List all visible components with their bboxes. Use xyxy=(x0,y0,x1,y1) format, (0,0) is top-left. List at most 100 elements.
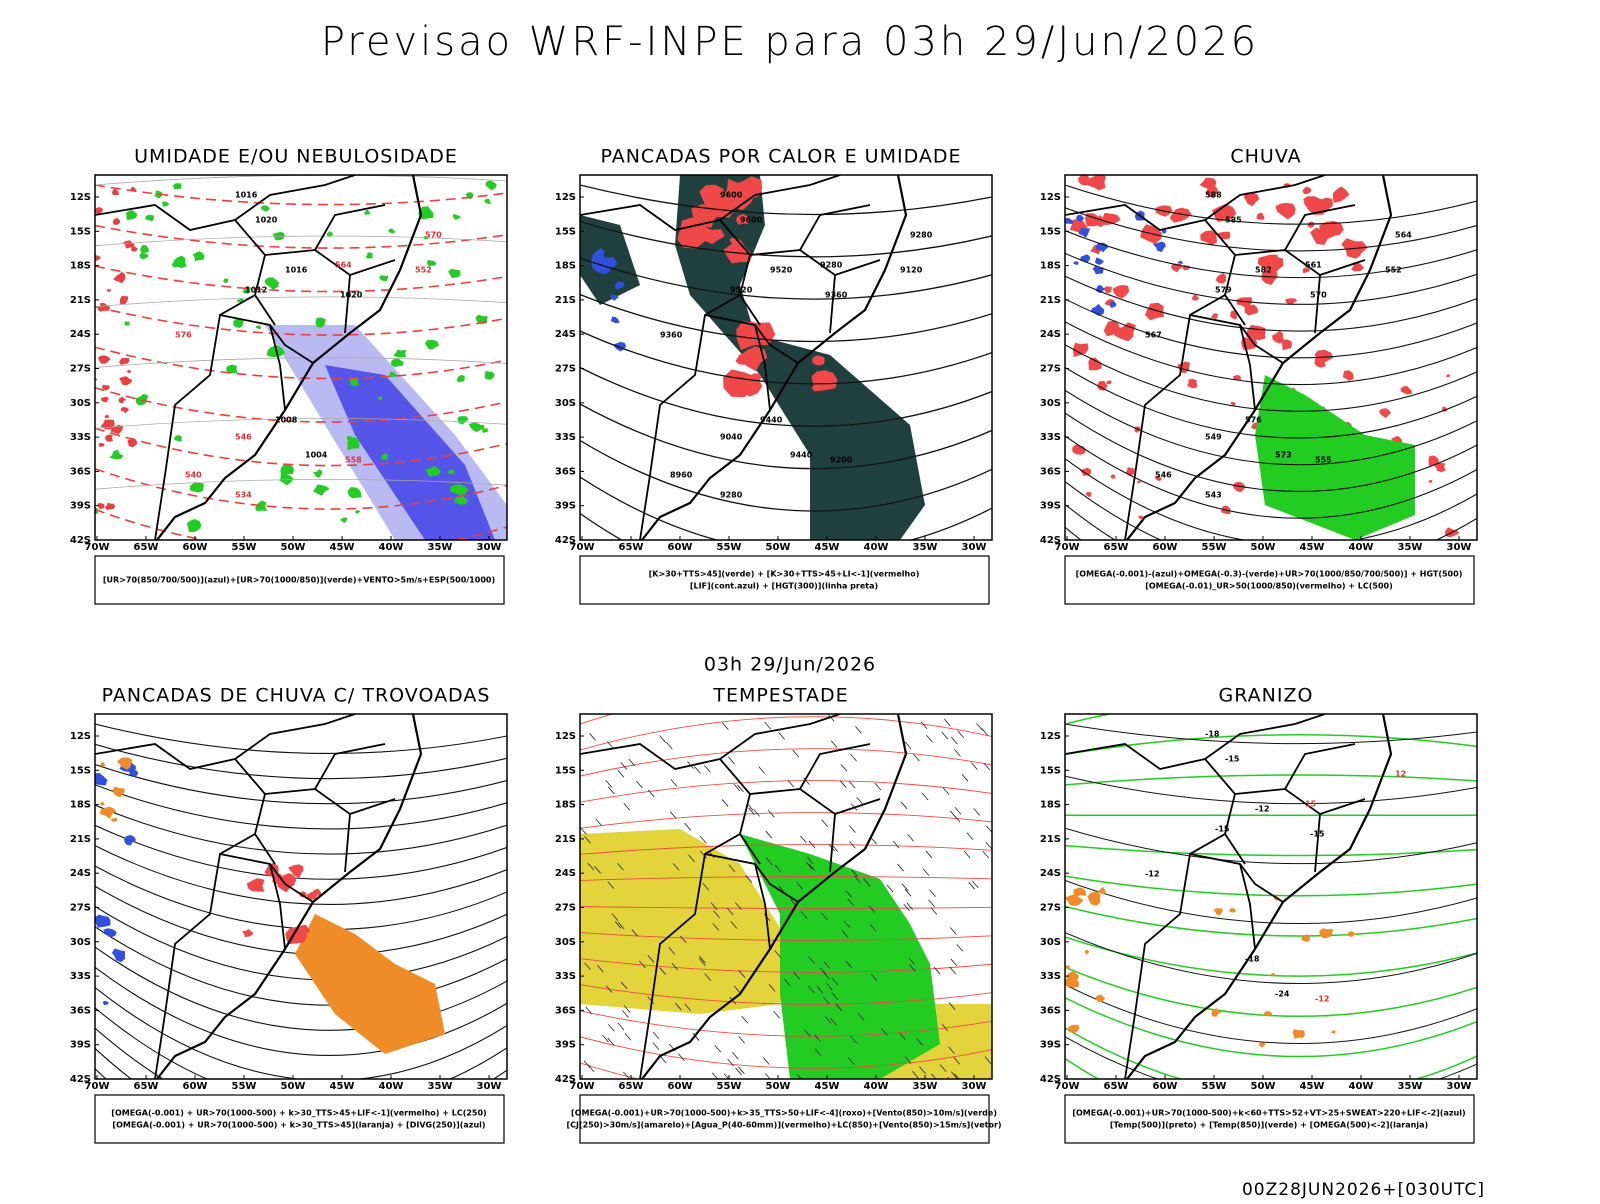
contour-label: 9280 xyxy=(720,491,743,500)
temp850-line xyxy=(1065,875,1477,897)
wind-vector xyxy=(606,741,614,749)
wind-vector xyxy=(821,912,828,921)
wind-vector xyxy=(841,930,849,938)
wind-vector xyxy=(602,1034,609,1043)
lon-label: 35W xyxy=(913,1081,938,1092)
wind-vector xyxy=(766,857,773,866)
orange-cells xyxy=(1346,931,1355,938)
lon-label: 70W xyxy=(570,542,595,553)
orange-cells xyxy=(117,757,133,770)
wind-vector xyxy=(670,779,678,787)
green-cells xyxy=(109,449,124,460)
wind-vector xyxy=(814,1034,821,1042)
border xyxy=(739,833,761,865)
lat-label: 15S xyxy=(70,226,91,237)
red-cells xyxy=(1088,357,1102,371)
panel-title: GRANIZO xyxy=(1219,685,1314,707)
lon-label: 60W xyxy=(668,542,693,553)
blue-cells xyxy=(1065,218,1074,224)
wind-vector xyxy=(808,985,815,994)
wind-vector xyxy=(808,956,815,964)
lat-label: 30S xyxy=(555,398,576,409)
subtitle: 03h 29/Jun/2026 xyxy=(704,654,876,676)
wind-vector xyxy=(652,1031,660,1040)
coastline xyxy=(1126,714,1393,1079)
red-cells xyxy=(1272,330,1285,344)
wind-vector xyxy=(849,825,856,833)
green-cells xyxy=(448,469,455,475)
green-cells xyxy=(280,464,294,475)
wind-vector xyxy=(919,1066,926,1074)
wind-vector xyxy=(733,783,741,792)
contour-label: -12 xyxy=(1315,995,1329,1004)
wind-vector xyxy=(806,856,814,865)
wind-vector xyxy=(851,869,858,877)
map-content: 588 585 582 579 576 573 570 567 564 561 555 552 549 5… xyxy=(1065,175,1477,540)
temp500-line xyxy=(1065,879,1477,924)
lon-label: 40W xyxy=(864,1081,889,1092)
wind-vector xyxy=(596,964,604,973)
wind-vector xyxy=(845,960,853,969)
wind-vector xyxy=(926,734,933,743)
lat-label: 42S xyxy=(1040,535,1061,546)
contour-label: 1004 xyxy=(305,451,328,460)
wind-vector xyxy=(819,967,827,976)
orange-area xyxy=(295,914,445,1054)
contour-label: 1012 xyxy=(245,286,267,295)
contour-label: 9280 xyxy=(820,261,843,270)
border xyxy=(1284,204,1356,251)
red-cells xyxy=(127,369,131,373)
wind-vector xyxy=(727,1058,734,1067)
green-cells xyxy=(140,245,149,253)
border xyxy=(704,314,799,364)
wind-vector xyxy=(702,882,710,891)
coastline xyxy=(156,714,423,1079)
pressure-line xyxy=(95,478,507,490)
map-content: 9600 9600 9520 9520 9440 9440 9360 9360 9280 9280… xyxy=(580,175,992,540)
stream-line xyxy=(1065,298,1477,359)
lat-label: 12S xyxy=(70,192,91,203)
wind-vector xyxy=(726,907,734,916)
main-title: Previsao WRF-INPE para 03h 29/Jun/2026 xyxy=(321,19,1259,65)
contour-label: 555 xyxy=(1315,456,1332,465)
lat-label: 18S xyxy=(555,261,576,272)
green-cells xyxy=(452,214,462,220)
wind-vector xyxy=(699,955,706,964)
wind-vector xyxy=(830,740,838,748)
wind-vector xyxy=(623,1005,631,1013)
wind-vector xyxy=(949,966,957,975)
green-cells xyxy=(381,453,388,460)
wind-vector xyxy=(985,841,992,850)
legend-frame xyxy=(94,555,505,605)
green-cells xyxy=(485,180,497,191)
lif-contour xyxy=(614,281,625,290)
convective-area xyxy=(675,175,925,540)
wind-vector xyxy=(723,1073,730,1079)
wind-vector xyxy=(948,1046,955,1055)
lat-label: 24S xyxy=(70,329,91,340)
green-cells xyxy=(424,339,440,350)
wind-vector xyxy=(796,881,803,890)
wind-vector xyxy=(647,996,655,1004)
wind-vector xyxy=(953,814,961,823)
red-cells xyxy=(1210,313,1218,320)
blue-cells xyxy=(124,834,137,846)
precip-line xyxy=(580,844,992,855)
lat-label: 33S xyxy=(1040,971,1061,982)
legend-text: [UR>70(850/700/500)](azul)+[UR>70(1000/8… xyxy=(103,576,495,585)
contour-label: -12 xyxy=(1255,805,1269,814)
orange-cells xyxy=(1259,1042,1266,1048)
red-cells xyxy=(1310,227,1335,245)
lat-label: 30S xyxy=(1040,398,1061,409)
lat-label: 12S xyxy=(555,192,576,203)
wind-vector xyxy=(869,924,877,932)
lon-label: 40W xyxy=(379,1081,404,1092)
lat-label: 42S xyxy=(70,535,91,546)
wind-vector xyxy=(684,822,691,831)
green-cells xyxy=(313,484,330,496)
wind-vector xyxy=(911,1070,919,1079)
green-cells xyxy=(242,286,251,294)
orange-cells xyxy=(1331,1030,1336,1035)
red-cells xyxy=(812,355,825,366)
